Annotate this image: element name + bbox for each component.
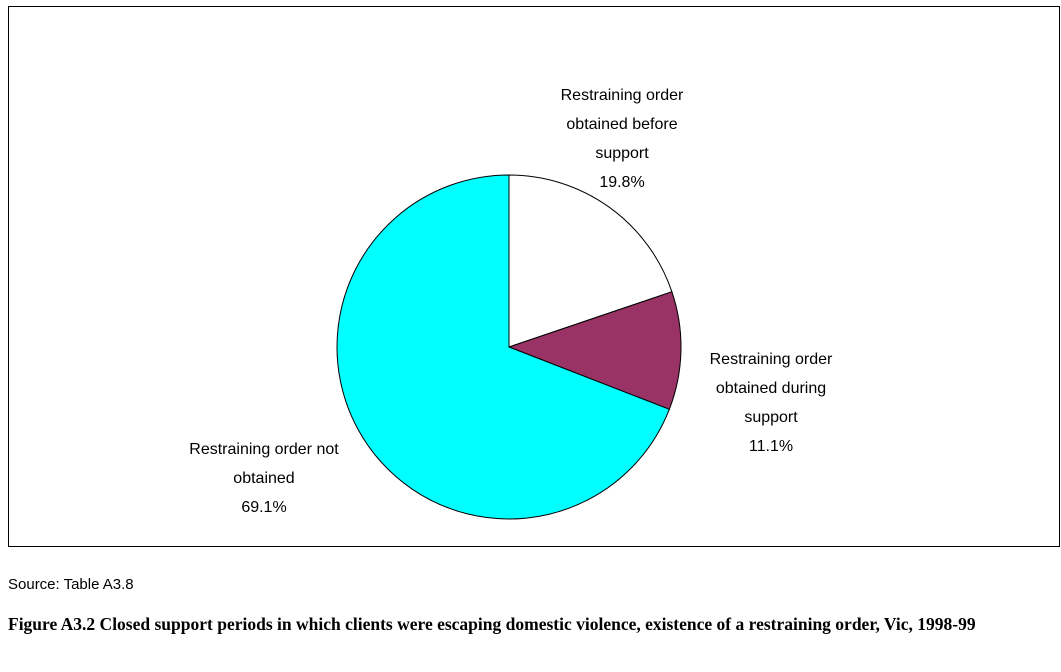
slice-label: Restraining order not obtained 69.1% [189, 441, 339, 516]
figure-caption: Figure A3.2 Closed support periods in wh… [8, 614, 976, 634]
slice-label: Restraining order obtained before support 1… [561, 87, 684, 191]
slice-labels: Restraining order obtained before support 1… [189, 87, 833, 516]
pie-slices [336, 174, 682, 520]
slice-label: Restraining order obtained during support 1… [710, 351, 833, 455]
pie-slice [508, 174, 673, 348]
pie-chart: Restraining order obtained before support 1… [189, 87, 833, 520]
source-note: Source: Table A3.8 [8, 576, 134, 593]
chart-frame: Restraining order obtained before support 1… [8, 6, 1060, 547]
pie-slice [507, 291, 682, 410]
pie-slice [336, 174, 670, 520]
